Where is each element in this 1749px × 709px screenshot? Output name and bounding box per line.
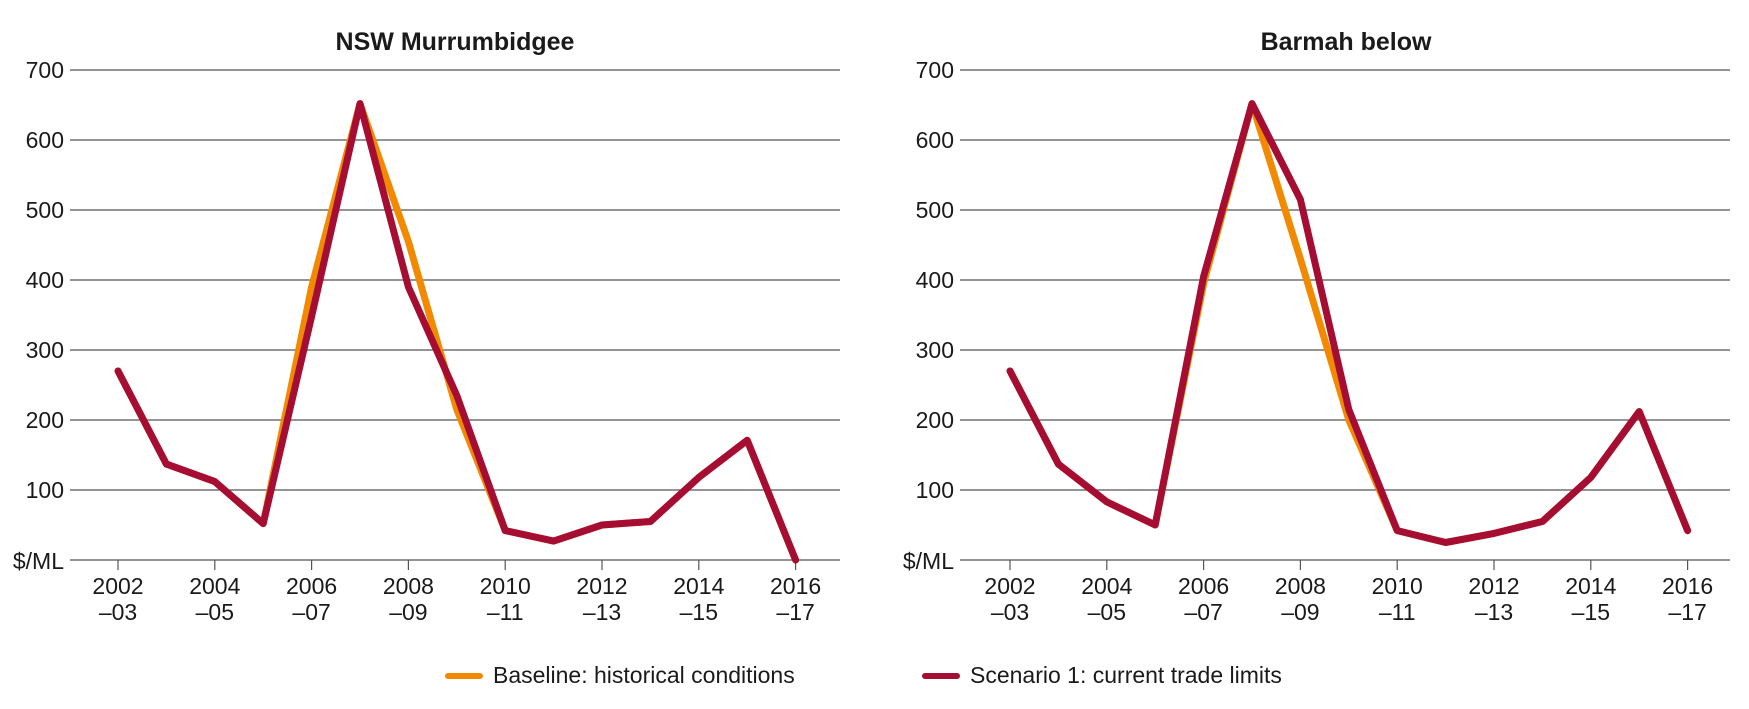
y-tick-label: 200	[26, 407, 64, 433]
y-tick-label: 700	[916, 57, 954, 83]
x-tick-label: –17	[1668, 599, 1706, 625]
x-tick-label: –09	[1281, 599, 1319, 625]
legend-scenario-swatch	[922, 672, 960, 679]
y-tick-label: 500	[916, 197, 954, 223]
x-tick-label: –07	[1184, 599, 1222, 625]
x-tick-label: –13	[583, 599, 621, 625]
x-tick-label: –15	[1572, 599, 1610, 625]
x-tick-label: –09	[389, 599, 427, 625]
legend-scenario: Scenario 1: current trade limits	[922, 662, 1282, 689]
series-line-scenario-1	[1006, 100, 1692, 546]
x-tick-label: 2002	[92, 573, 143, 599]
y-tick-label: 600	[26, 127, 64, 153]
x-tick-label: –05	[1088, 599, 1126, 625]
y-tick-label: 100	[916, 477, 954, 503]
x-tick-label: –17	[776, 599, 814, 625]
y-tick-label: 100	[26, 477, 64, 503]
x-tick-label: 2012	[576, 573, 627, 599]
x-tick-label: –15	[680, 599, 718, 625]
legend-baseline: Baseline: historical conditions	[445, 662, 795, 689]
x-tick-label: –05	[196, 599, 234, 625]
x-tick-label: 2002	[984, 573, 1035, 599]
x-tick-label: –13	[1475, 599, 1513, 625]
chart-title: NSW Murrumbidgee	[336, 28, 575, 56]
chart-title: Barmah below	[1261, 28, 1432, 56]
x-tick-label: 2016	[770, 573, 821, 599]
x-tick-label: 2014	[1565, 573, 1616, 599]
x-tick-label: –03	[991, 599, 1029, 625]
y-tick-label: 400	[26, 267, 64, 293]
x-tick-label: 2010	[480, 573, 531, 599]
chart-panel-1: NSW Murrumbidgee 100 200 300 400 500 600 700 $/M…	[13, 28, 840, 625]
x-tick-label: 2016	[1662, 573, 1713, 599]
x-tick-label: 2008	[1275, 573, 1326, 599]
legend-baseline-swatch	[445, 672, 483, 679]
x-tick-label: 2004	[1081, 573, 1132, 599]
y-tick-label: 500	[26, 197, 64, 223]
x-tick-label: 2006	[1178, 573, 1229, 599]
y-tick-label: 300	[916, 337, 954, 363]
x-tick-label: –03	[99, 599, 137, 625]
x-tick-label: –11	[1379, 599, 1416, 625]
x-tick-label: 2014	[673, 573, 724, 599]
y-tick-label: 700	[26, 57, 64, 83]
y-axis-label: $/ML	[903, 548, 954, 574]
legend-baseline-label: Baseline: historical conditions	[493, 662, 795, 688]
x-tick-label: 2008	[383, 573, 434, 599]
y-axis-label: $/ML	[13, 548, 64, 574]
x-tick-label: 2004	[189, 573, 240, 599]
chart-panel-2: Barmah below 100 200 300 400 500 600 700 $/ML 200…	[903, 28, 1730, 625]
y-tick-label: 200	[916, 407, 954, 433]
y-tick-label: 300	[26, 337, 64, 363]
y-tick-label: 400	[916, 267, 954, 293]
x-tick-label: 2012	[1468, 573, 1519, 599]
y-tick-label: 600	[916, 127, 954, 153]
series-line-baseline	[1006, 100, 1692, 546]
x-tick-label: –11	[487, 599, 524, 625]
series-line-baseline	[114, 100, 800, 564]
legend-scenario-label: Scenario 1: current trade limits	[970, 662, 1282, 688]
series-line-scenario-1	[114, 100, 800, 564]
x-tick-label: 2006	[286, 573, 337, 599]
x-tick-label: –07	[292, 599, 330, 625]
x-tick-label: 2010	[1372, 573, 1423, 599]
